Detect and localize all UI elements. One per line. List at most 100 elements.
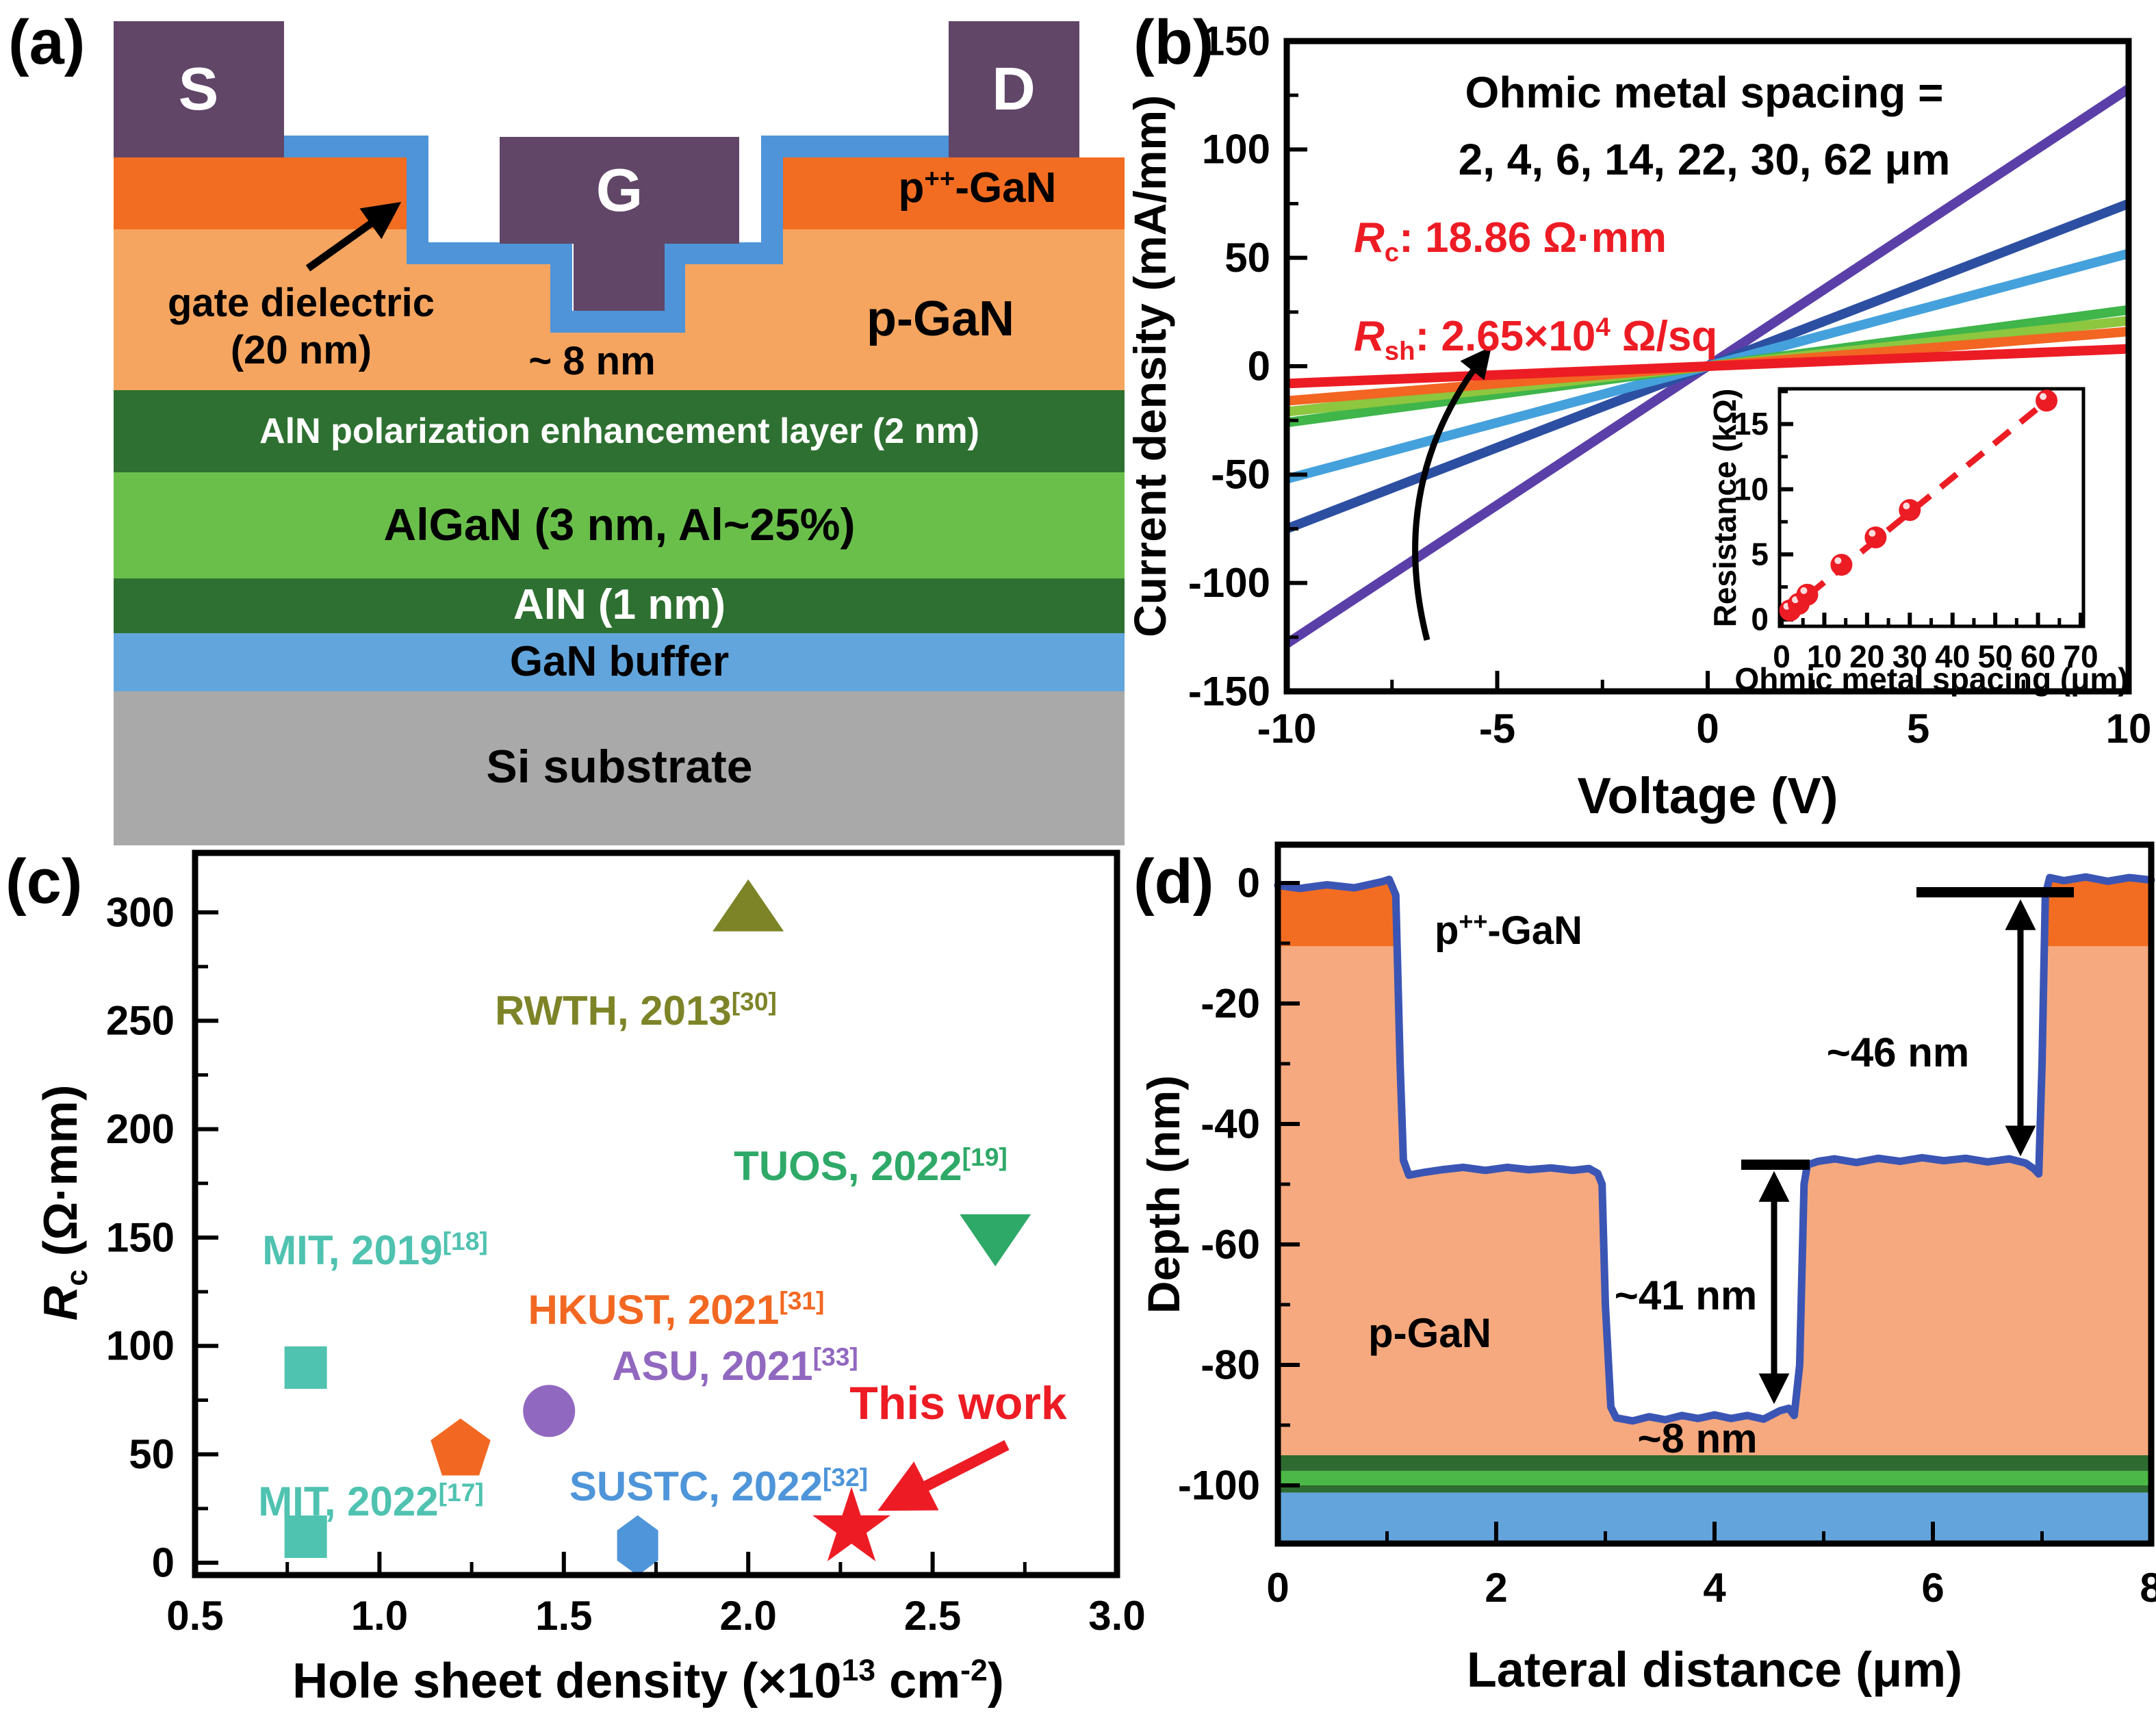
ledge-level-bar bbox=[1741, 1160, 1810, 1170]
drain-contact bbox=[949, 21, 1079, 157]
b-xlabel: Voltage (V) bbox=[1577, 767, 1838, 824]
algan-layer-label: AlGaN (3 nm, Al~25%) bbox=[383, 499, 856, 550]
svg-text:5: 5 bbox=[1751, 536, 1769, 572]
c-ylabel: Rc (Ω·mm) bbox=[34, 1084, 94, 1321]
si-substrate-layer bbox=[114, 691, 1125, 845]
source-label: S bbox=[178, 55, 219, 123]
svg-text:8: 8 bbox=[2140, 1565, 2156, 1611]
d-p-plus-gan-label: p++-GaN bbox=[1434, 907, 1583, 953]
d-46nm-label: ~46 nm bbox=[1826, 1029, 1970, 1075]
svg-text:300: 300 bbox=[106, 889, 175, 935]
svg-text:-100: -100 bbox=[1178, 1462, 1260, 1508]
svg-text:60: 60 bbox=[2020, 639, 2055, 674]
gate-dielectric-pointer-arrow bbox=[305, 202, 402, 272]
gate-label: G bbox=[595, 156, 643, 224]
svg-text:10: 10 bbox=[2106, 706, 2152, 752]
c-xlabel: Hole sheet density (×1013 cm-2) bbox=[292, 1654, 1004, 1709]
benchmark-label-tuos2022: TUOS, 2022[19] bbox=[734, 1142, 1008, 1189]
svg-text:50: 50 bbox=[1224, 235, 1270, 281]
svg-text:10: 10 bbox=[1734, 471, 1769, 507]
benchmark-label-asu2021: ASU, 2021[33] bbox=[612, 1342, 858, 1389]
aln-polarization-layer bbox=[114, 390, 1125, 472]
svg-text:50: 50 bbox=[129, 1431, 175, 1477]
gan-buffer-label: GaN buffer bbox=[509, 638, 730, 685]
d-41nm-label: ~41 nm bbox=[1614, 1272, 1758, 1318]
svg-text:100: 100 bbox=[1202, 127, 1270, 172]
svg-text:0: 0 bbox=[1773, 639, 1791, 674]
rsh-annotation: Rsh: 2.65×104 Ω/sq bbox=[1354, 312, 1718, 366]
svg-text:0: 0 bbox=[1696, 706, 1719, 752]
d-8nm-label: ~8 nm bbox=[1637, 1416, 1758, 1461]
p-plus-gan-right bbox=[783, 157, 1125, 229]
svg-text:-100: -100 bbox=[1188, 560, 1270, 606]
b-inset-xlabel: Ohmic metal spacing (μm) bbox=[1734, 661, 2129, 697]
gate-dielectric-label-1: gate dielectric bbox=[167, 281, 435, 325]
svg-text:15: 15 bbox=[1734, 406, 1769, 442]
benchmark-label-this-work: This work bbox=[849, 1377, 1067, 1429]
device-cross-section bbox=[114, 21, 1125, 845]
p-plus-gan-label: p++-GaN bbox=[898, 164, 1057, 212]
svg-text:6: 6 bbox=[1921, 1565, 1944, 1611]
svg-text:250: 250 bbox=[106, 998, 175, 1044]
svg-text:30: 30 bbox=[1892, 639, 1927, 674]
benchmark-label-sustc2022: SUSTC, 2022[32] bbox=[569, 1463, 869, 1509]
svg-text:20: 20 bbox=[1849, 639, 1884, 674]
svg-text:150: 150 bbox=[106, 1214, 175, 1260]
svg-text:5: 5 bbox=[1907, 706, 1929, 752]
gate-dielectric-label-2: (20 nm) bbox=[230, 328, 372, 372]
svg-text:-40: -40 bbox=[1201, 1101, 1260, 1147]
gan-buffer-layer bbox=[114, 633, 1125, 691]
this-work-arrow bbox=[877, 1440, 1010, 1511]
panel-b-tag: (b) bbox=[1133, 8, 1214, 77]
drain-label: D bbox=[992, 55, 1036, 123]
svg-text:-50: -50 bbox=[1211, 452, 1270, 498]
svg-text:10: 10 bbox=[1807, 639, 1842, 674]
svg-text:-5: -5 bbox=[1479, 706, 1515, 752]
recess-8nm-label: ~ 8 nm bbox=[528, 339, 656, 383]
svg-text:100: 100 bbox=[106, 1323, 175, 1369]
b-inset-ylabel: Resistance (kΩ) bbox=[1707, 388, 1743, 628]
rc-benchmark-chart: 0.5 1.0 1.5 2.0 2.5 3.0 0 50 100 150 200 250 300 bbox=[106, 849, 1146, 1639]
svg-text:70: 70 bbox=[2063, 639, 2098, 674]
svg-text:-20: -20 bbox=[1201, 980, 1260, 1026]
svg-text:2: 2 bbox=[1485, 1565, 1507, 1611]
d-ylabel: Depth (nm) bbox=[1138, 1075, 1189, 1314]
benchmark-label-mit2022: MIT, 2022[17] bbox=[258, 1478, 484, 1524]
svg-text:200: 200 bbox=[106, 1106, 175, 1152]
algan-layer bbox=[114, 472, 1125, 578]
p-gan-region bbox=[114, 229, 1125, 390]
zero-level-bar bbox=[1916, 887, 2074, 897]
svg-text:-150: -150 bbox=[1188, 668, 1270, 714]
svg-text:40: 40 bbox=[1935, 639, 1970, 674]
svg-text:0: 0 bbox=[1266, 1565, 1289, 1611]
annotation-overlays bbox=[877, 346, 2074, 1511]
svg-text:0: 0 bbox=[1237, 860, 1260, 906]
svg-text:1.5: 1.5 bbox=[535, 1593, 592, 1639]
aln-pol-layer-label: AlN polarization enhancement layer (2 nm… bbox=[259, 411, 979, 451]
svg-text:2.0: 2.0 bbox=[719, 1593, 776, 1639]
source-contact bbox=[114, 21, 284, 157]
benchmark-label-rwth2013: RWTH, 2013[30] bbox=[495, 987, 777, 1034]
svg-text:3.0: 3.0 bbox=[1088, 1593, 1145, 1639]
si-substrate-label: Si substrate bbox=[486, 741, 753, 793]
svg-text:0: 0 bbox=[1751, 602, 1769, 637]
svg-text:0: 0 bbox=[1248, 343, 1270, 389]
d-xlabel: Lateral distance (μm) bbox=[1466, 1643, 1963, 1698]
b-title-line1: Ohmic metal spacing = bbox=[1465, 68, 1944, 117]
increasing-spacing-arrow bbox=[1412, 346, 1491, 641]
svg-text:150: 150 bbox=[1202, 18, 1270, 64]
panel-a-tag: (a) bbox=[8, 8, 86, 77]
panel-d-tag: (d) bbox=[1133, 847, 1214, 917]
gate-contact bbox=[500, 137, 739, 311]
benchmark-label-hkust2021: HKUST, 2021[31] bbox=[528, 1286, 825, 1333]
svg-text:0: 0 bbox=[152, 1539, 175, 1585]
rc-annotation: Rc: 18.86 Ω·mm bbox=[1354, 214, 1667, 268]
svg-text:50: 50 bbox=[1978, 639, 2013, 674]
gate-dielectric-film bbox=[284, 136, 950, 333]
svg-text:-10: -10 bbox=[1257, 706, 1317, 752]
b-ylabel: Current density (mA/mm) bbox=[1125, 94, 1175, 638]
svg-text:2.5: 2.5 bbox=[904, 1593, 961, 1639]
